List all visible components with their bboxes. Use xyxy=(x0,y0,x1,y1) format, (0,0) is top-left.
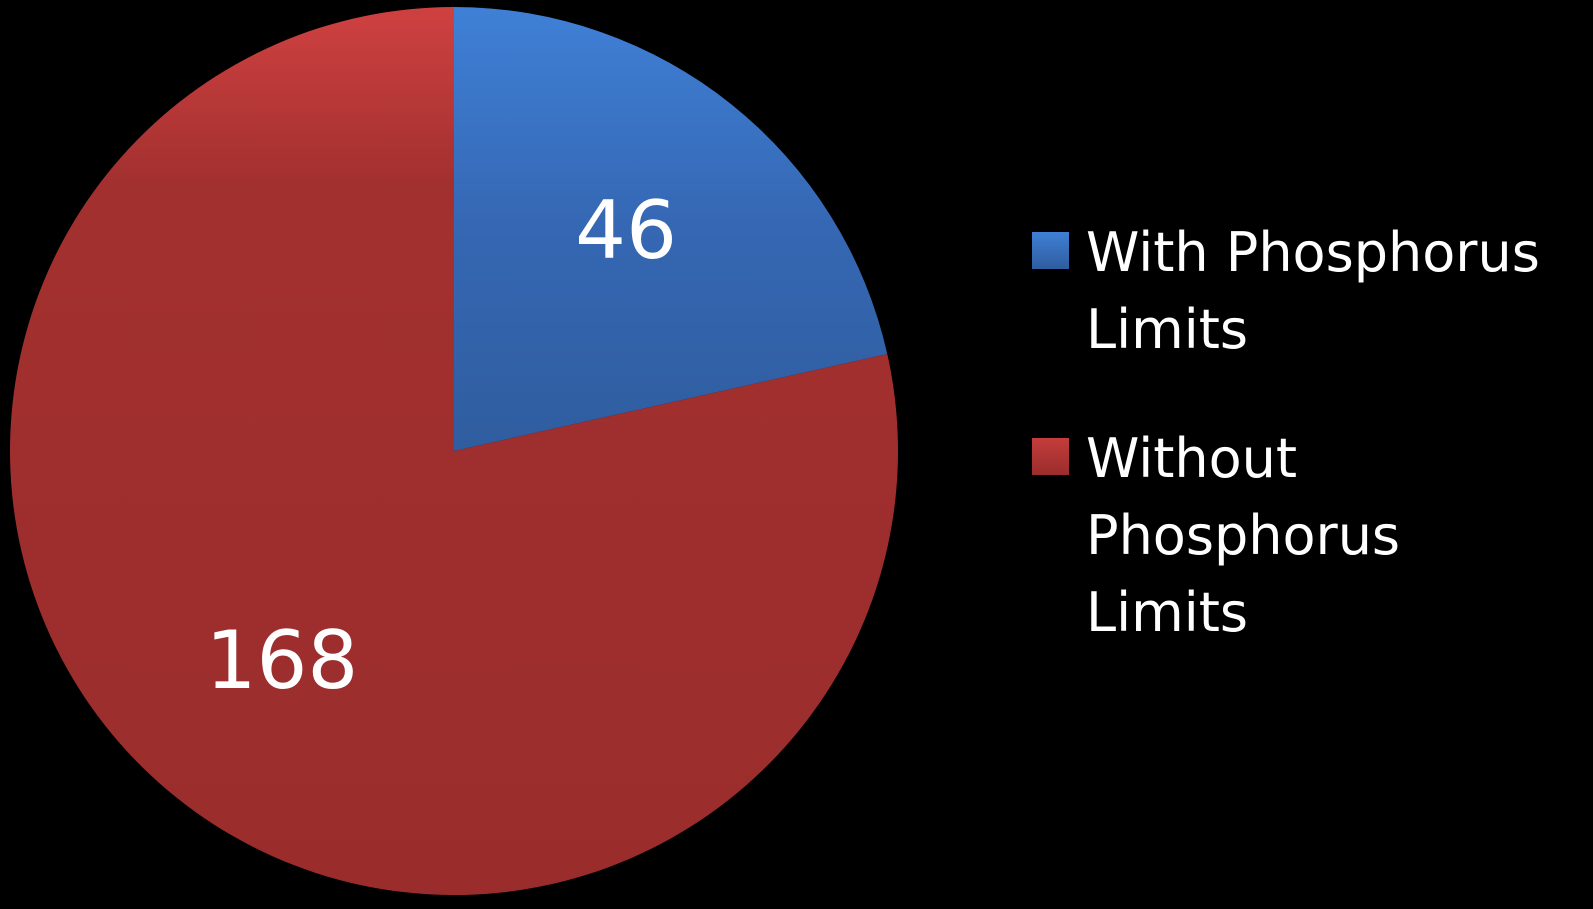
pie-slice-with-phosphorus-limits xyxy=(454,7,888,451)
legend-label: With Phosphorus Limits xyxy=(1086,221,1540,361)
legend-item-with-phosphorus-limits: With Phosphorus Limits xyxy=(1032,214,1572,368)
data-label-without-phosphorus-limits: 168 xyxy=(206,614,359,707)
legend-swatch-blue xyxy=(1032,232,1069,269)
legend-swatch-red xyxy=(1032,438,1069,475)
legend-item-without-phosphorus-limits: Without Phosphorus Limits xyxy=(1032,420,1572,651)
legend: With Phosphorus Limits Without Phosphoru… xyxy=(1032,214,1572,703)
pie-slice-without-phosphorus-limits xyxy=(10,7,898,896)
legend-label: Without Phosphorus Limits xyxy=(1086,427,1401,644)
data-label-with-phosphorus-limits: 46 xyxy=(575,184,677,277)
